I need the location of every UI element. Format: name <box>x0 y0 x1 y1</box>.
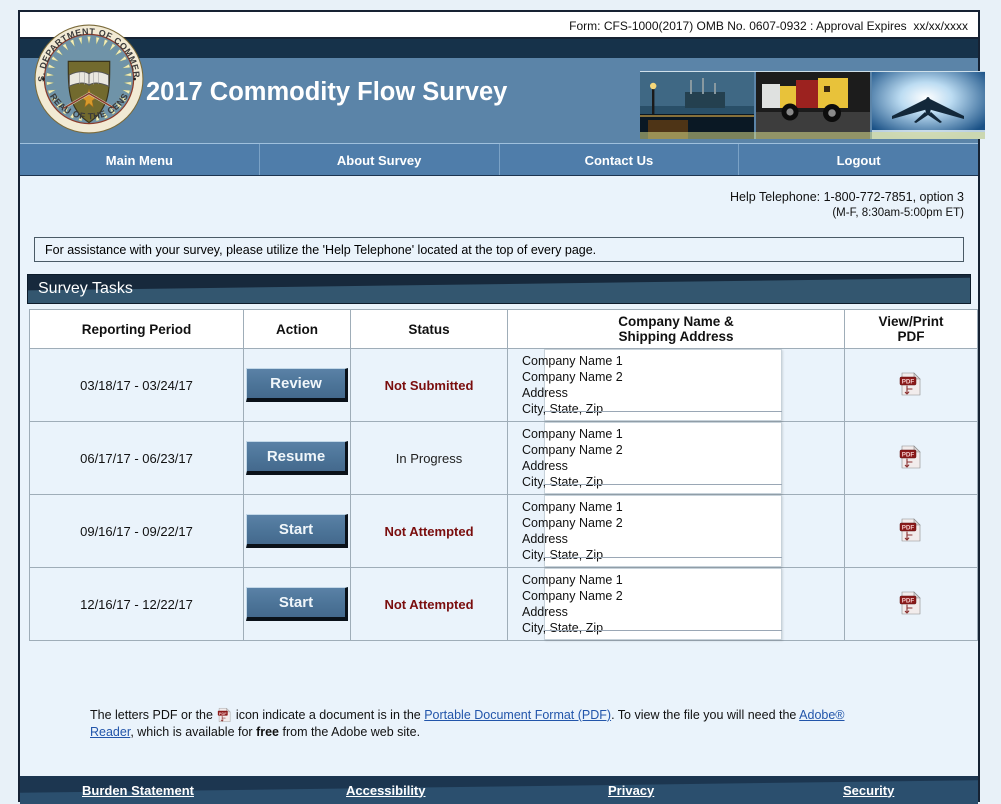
svg-text:PDF: PDF <box>902 451 915 458</box>
svg-text:PDF: PDF <box>902 597 915 604</box>
svg-text:PDF: PDF <box>902 378 915 385</box>
svg-text:PDF: PDF <box>902 524 915 531</box>
svg-text:PDF: PDF <box>219 710 227 715</box>
